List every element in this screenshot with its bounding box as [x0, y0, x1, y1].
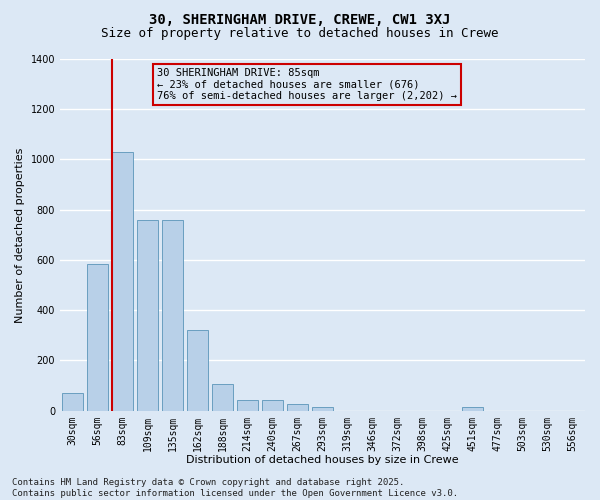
Bar [262, 400, 283, 410]
Bar [187, 330, 208, 410]
Text: Size of property relative to detached houses in Crewe: Size of property relative to detached ho… [101, 28, 499, 40]
Bar [287, 404, 308, 410]
Text: 30 SHERINGHAM DRIVE: 85sqm
← 23% of detached houses are smaller (676)
76% of sem: 30 SHERINGHAM DRIVE: 85sqm ← 23% of deta… [157, 68, 457, 101]
Bar [112, 152, 133, 410]
Text: Contains HM Land Registry data © Crown copyright and database right 2025.
Contai: Contains HM Land Registry data © Crown c… [12, 478, 458, 498]
X-axis label: Distribution of detached houses by size in Crewe: Distribution of detached houses by size … [186, 455, 459, 465]
Text: 30, SHERINGHAM DRIVE, CREWE, CW1 3XJ: 30, SHERINGHAM DRIVE, CREWE, CW1 3XJ [149, 12, 451, 26]
Bar [212, 384, 233, 410]
Y-axis label: Number of detached properties: Number of detached properties [15, 147, 25, 322]
Bar [137, 220, 158, 410]
Bar [312, 407, 333, 410]
Bar [87, 264, 108, 410]
Bar [462, 407, 483, 410]
Bar [162, 220, 183, 410]
Bar [62, 393, 83, 410]
Bar [237, 400, 258, 410]
